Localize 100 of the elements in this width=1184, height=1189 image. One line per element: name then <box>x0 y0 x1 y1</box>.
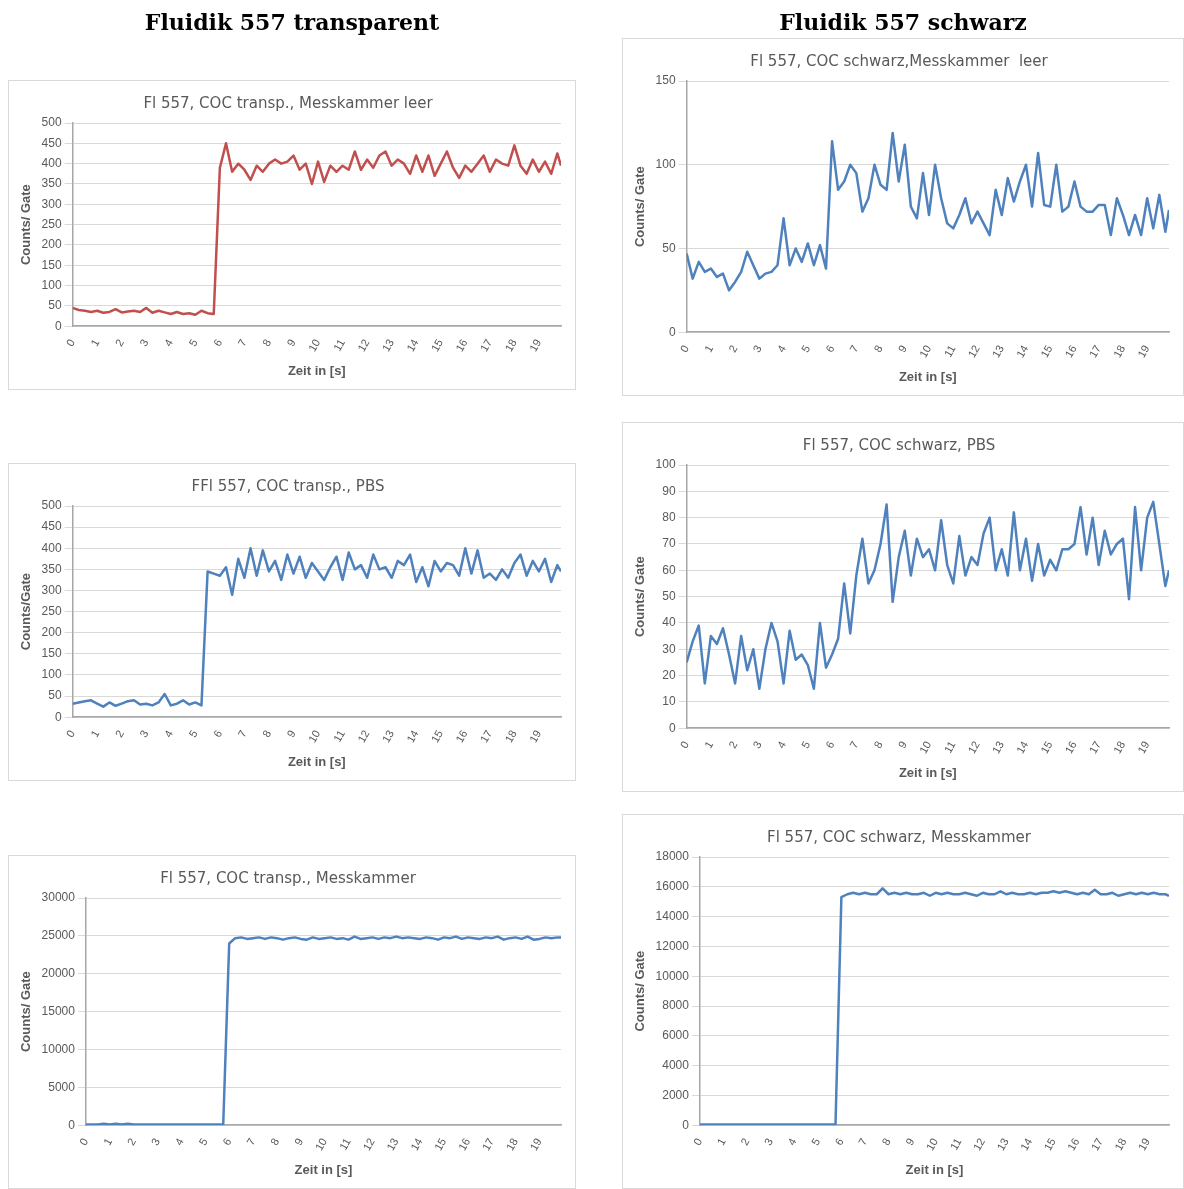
y-tick-label: 150 <box>655 73 676 88</box>
y-tick-label: 250 <box>41 216 62 231</box>
x-tick-label: 4 <box>161 337 176 349</box>
x-tick-label: 10 <box>923 1136 941 1153</box>
x-tick-label: 3 <box>137 337 151 349</box>
x-tick-label: 2 <box>738 1136 752 1148</box>
y-tick-label: 60 <box>662 562 676 577</box>
y-tick-label: 500 <box>41 115 62 130</box>
x-tick-label: 7 <box>855 1136 870 1148</box>
x-axis-title: Zeit in [s] <box>294 1161 353 1177</box>
y-tick-label: 10000 <box>41 1041 76 1056</box>
x-tick-label: 17 <box>1086 739 1104 756</box>
y-tick-label: 20 <box>662 667 676 682</box>
y-tick-label: 90 <box>662 483 676 498</box>
x-tick-label: 16 <box>453 337 470 354</box>
y-tick-label: 8000 <box>662 998 690 1013</box>
x-tick-label: 14 <box>1017 1136 1035 1153</box>
x-axis-title: Zeit in [s] <box>898 764 957 780</box>
y-tick-label: 30000 <box>41 890 76 905</box>
y-tick-label: 200 <box>41 625 62 640</box>
x-tick-label: 11 <box>941 343 958 359</box>
y-tick-label: 0 <box>68 1117 76 1132</box>
y-tick-label: 300 <box>41 582 62 597</box>
y-tick-label: 350 <box>41 561 62 576</box>
x-tick-label: 6 <box>822 739 837 751</box>
x-tick-label: 5 <box>196 1136 210 1148</box>
x-tick-label: 4 <box>172 1136 186 1148</box>
x-tick-label: 9 <box>895 739 910 751</box>
x-tick-label: 10 <box>305 728 323 745</box>
x-tick-label: 12 <box>354 728 372 745</box>
x-tick-label: 14 <box>404 728 421 745</box>
x-tick-label: 13 <box>379 337 397 354</box>
x-tick-label: 2 <box>112 728 127 740</box>
x-tick-label: 18 <box>502 728 519 745</box>
x-tick-label: 18 <box>1110 739 1128 756</box>
x-tick-label: 7 <box>235 728 249 740</box>
x-tick-label: 7 <box>847 739 861 751</box>
text: Fluidik 557 transparent <box>143 8 441 37</box>
x-tick-label: 16 <box>453 728 470 745</box>
chart-title: Fl 557, COC schwarz, PBS <box>802 435 996 454</box>
x-tick-label: 3 <box>761 1136 776 1148</box>
x-tick-label: 10 <box>916 343 934 360</box>
y-tick-label: 14000 <box>655 908 690 923</box>
x-axis-title: Zeit in [s] <box>287 362 346 378</box>
x-tick-label: 19 <box>1135 1136 1153 1153</box>
x-tick-label: 13 <box>379 728 397 745</box>
x-tick-label: 15 <box>1038 343 1055 360</box>
x-tick-label: 1 <box>701 343 716 355</box>
x-tick-label: 11 <box>330 728 347 744</box>
y-tick-label: 12000 <box>655 938 690 953</box>
x-tick-label: 19 <box>527 1136 544 1153</box>
x-tick-label: 11 <box>330 337 347 353</box>
x-tick-label: 5 <box>808 1136 823 1148</box>
x-tick-label: 9 <box>284 337 298 349</box>
x-tick-label: 17 <box>477 728 495 745</box>
chart-title: Fl 557, COC schwarz,Messkammer leer <box>750 51 1049 70</box>
x-tick-label: 10 <box>312 1136 330 1153</box>
y-tick-label: 400 <box>41 540 62 555</box>
y-tick-label: 70 <box>662 536 676 551</box>
x-tick-label: 15 <box>428 337 446 354</box>
x-tick-label: 10 <box>916 739 934 756</box>
y-tick-label: 40 <box>662 615 676 630</box>
y-tick-label: 300 <box>41 196 62 211</box>
y-axis-title: Counts/ Gate <box>632 166 648 248</box>
x-tick-label: 5 <box>798 739 813 751</box>
y-tick-label: 16000 <box>655 879 690 894</box>
x-tick-label: 17 <box>479 1136 497 1153</box>
y-tick-label: 30 <box>662 641 676 656</box>
x-tick-label: 12 <box>970 1136 988 1153</box>
y-tick-label: 0 <box>54 709 62 724</box>
y-tick-label: 80 <box>662 509 676 524</box>
x-tick-label: 2 <box>726 343 740 355</box>
x-tick-label: 11 <box>947 1136 964 1152</box>
x-axis-title: Zeit in [s] <box>905 1161 964 1177</box>
x-tick-label: 13 <box>989 739 1007 756</box>
x-tick-label: 2 <box>112 337 127 349</box>
x-tick-label: 1 <box>100 1136 115 1148</box>
chart-title: FFl 557, COC transp., PBS <box>191 476 385 495</box>
x-tick-label: 12 <box>360 1136 377 1153</box>
x-tick-label: 9 <box>291 1136 306 1148</box>
x-axis-title: Zeit in [s] <box>898 368 957 384</box>
x-tick-label: 14 <box>404 337 421 354</box>
x-tick-label: 1 <box>88 337 102 349</box>
x-tick-label: 3 <box>137 728 151 740</box>
x-tick-label: 18 <box>502 337 519 354</box>
x-tick-label: 1 <box>88 728 102 740</box>
y-tick-label: 0 <box>682 1117 690 1132</box>
y-tick-label: 400 <box>41 155 62 170</box>
x-tick-label: 1 <box>701 739 716 751</box>
x-tick-label: 13 <box>994 1136 1011 1153</box>
x-tick-label: 4 <box>785 1136 799 1148</box>
x-tick-label: 5 <box>186 337 200 349</box>
x-tick-label: 16 <box>1062 343 1079 360</box>
x-tick-label: 8 <box>267 1136 282 1148</box>
x-tick-label: 15 <box>428 728 446 745</box>
x-tick-label: 13 <box>384 1136 401 1153</box>
x-tick-label: 19 <box>526 728 544 745</box>
x-tick-label: 19 <box>1135 739 1152 756</box>
x-tick-label: 3 <box>750 739 764 751</box>
x-tick-label: 1 <box>714 1136 728 1148</box>
